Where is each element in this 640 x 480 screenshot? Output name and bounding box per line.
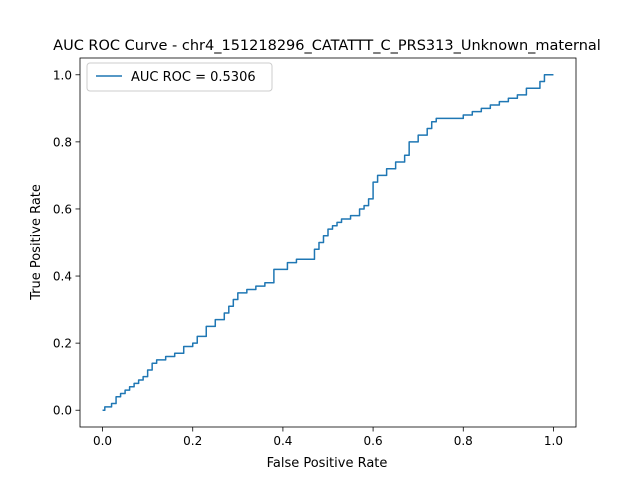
plot-area: 0.0 0.2 0.4 0.6 0.8 1.0 0.0 0.2 0.4 0.6 0.8 1.0: [53, 57, 577, 448]
x-tick-label: 1.0: [544, 434, 563, 448]
x-tick-label: 0.8: [454, 434, 473, 448]
y-tick-label: 1.0: [53, 68, 72, 82]
x-tick-label: 0.2: [183, 434, 202, 448]
x-axis-label: False Positive Rate: [267, 456, 388, 471]
legend: AUC ROC = 0.5306: [86, 62, 273, 92]
x-tick-label: 0.0: [93, 434, 112, 448]
y-tick-label: 0.0: [53, 404, 72, 418]
chart-title: AUC ROC Curve - chr4_151218296_CATATTT_C…: [53, 38, 601, 54]
legend-label: AUC ROC = 0.5306: [131, 70, 256, 85]
roc-curve-line-0: [102, 74, 554, 411]
y-axis-label: True Positive Rate: [29, 184, 44, 301]
axes-frame: [79, 57, 577, 428]
x-tick-label: 0.6: [364, 434, 383, 448]
y-tick-label: 0.6: [53, 202, 72, 216]
x-tick-label: 0.4: [273, 434, 292, 448]
y-tick-label: 0.8: [53, 135, 72, 149]
y-tick-label: 0.2: [53, 337, 72, 351]
y-tick-label: 0.4: [53, 270, 72, 284]
legend-box: [86, 62, 273, 92]
